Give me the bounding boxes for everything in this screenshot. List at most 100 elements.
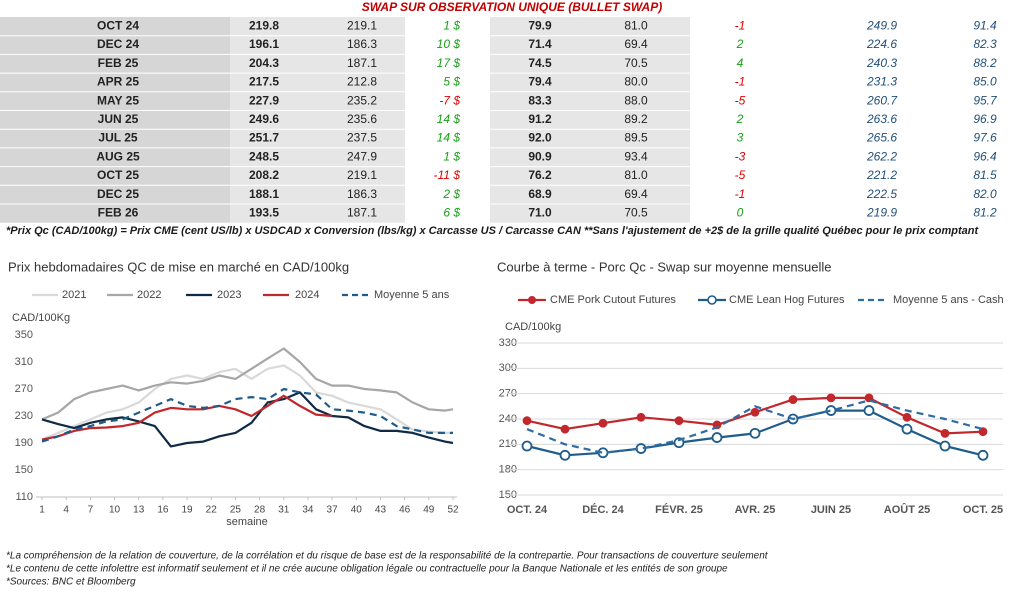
table-cell: 91.2 — [528, 112, 552, 126]
x-tick-label: 34 — [302, 505, 314, 516]
table-cell: MAY 25 — [97, 93, 139, 107]
table-bg — [230, 17, 405, 223]
table-cell: 69.4 — [624, 187, 648, 201]
table-cell: 221.2 — [866, 168, 897, 182]
table-cell: 248.5 — [249, 149, 279, 163]
table-cell: 5 $ — [443, 75, 460, 89]
x-tick-label: 43 — [375, 505, 387, 516]
table-cell: 227.9 — [249, 93, 279, 107]
table-cell: 4 — [737, 56, 744, 70]
table-cell: OCT 24 — [97, 19, 139, 33]
point — [749, 427, 761, 439]
table-cell: 93.4 — [624, 149, 648, 163]
table-cell: 193.5 — [249, 206, 279, 220]
table-cell: 204.3 — [249, 56, 279, 70]
x-tick-label: 40 — [351, 505, 363, 516]
table-cell: 96.9 — [973, 112, 997, 126]
y-tick-label: 150 — [15, 464, 33, 476]
point — [901, 423, 913, 435]
table-cell: JUL 25 — [98, 131, 137, 145]
table-cell: 249.6 — [249, 112, 279, 126]
table-cell: -5 — [735, 93, 746, 107]
table-cell: 1 $ — [443, 19, 460, 33]
table-cell: 17 $ — [437, 56, 461, 70]
table-cell: 260.7 — [866, 93, 898, 107]
table-cell: 81.0 — [624, 168, 648, 182]
point — [940, 428, 950, 438]
table-title: SWAP SUR OBSERVATION UNIQUE (BULLET SWAP… — [362, 0, 662, 14]
x-tick-label: 52 — [447, 505, 459, 516]
table-cell: 187.1 — [347, 206, 377, 220]
table-cell: 68.9 — [528, 187, 552, 201]
table-cell: 224.6 — [866, 37, 897, 51]
y-tick-label: 110 — [15, 491, 33, 503]
table-cell: 85.0 — [973, 75, 997, 89]
table-cell: 217.5 — [249, 75, 279, 89]
point — [598, 418, 608, 428]
series-line — [41, 391, 454, 448]
point — [864, 393, 874, 403]
table-cell: 219.1 — [347, 168, 377, 182]
point — [674, 416, 684, 426]
table-cell: 251.7 — [249, 131, 279, 145]
chart-title: Courbe à terme - Porc Qc - Swap sur moye… — [497, 259, 832, 274]
table-cell: 89.2 — [624, 112, 648, 126]
note: *Sources: BNC et Bloomberg — [6, 577, 136, 588]
table-cell: 79.4 — [528, 75, 552, 89]
table-cell: 1 $ — [443, 149, 460, 163]
point — [863, 405, 875, 416]
point — [788, 395, 798, 404]
table-cell: 76.2 — [528, 168, 552, 182]
note: *Le contenu de cette infolettre est info… — [6, 564, 728, 575]
table-cell: 69.4 — [624, 37, 648, 51]
table-cell: 212.8 — [347, 75, 377, 89]
x-tick-label: 37 — [327, 505, 339, 516]
table-cell: FEB 25 — [98, 56, 139, 70]
point — [939, 440, 951, 452]
series-line — [526, 399, 984, 454]
table-cell: 81.5 — [973, 168, 997, 182]
table-cell: 83.3 — [528, 93, 552, 107]
table-cell: JUN 25 — [98, 112, 139, 126]
y-tick-label: 310 — [15, 356, 33, 368]
table-cell: 91.4 — [973, 19, 997, 33]
table-cell: 235.2 — [347, 93, 377, 107]
table-cell: 70.5 — [624, 56, 648, 70]
legend-label: 2022 — [137, 289, 161, 301]
x-tick-label: FÉVR. 25 — [655, 503, 703, 516]
footnote: *Prix Qc (CAD/100kg) = Prix CME (cent US… — [6, 225, 979, 237]
legend-label: CME Lean Hog Futures — [729, 294, 845, 306]
table-cell: 82.0 — [973, 187, 997, 201]
x-tick-label: 10 — [109, 505, 121, 516]
x-tick-label: 7 — [88, 505, 94, 516]
table-cell: APR 25 — [97, 75, 139, 89]
table-cell: 88.2 — [973, 56, 997, 70]
point — [522, 416, 532, 426]
y-tick-label: 190 — [15, 437, 33, 449]
x-tick-label: 13 — [133, 505, 145, 516]
table-cell: 14 $ — [437, 131, 461, 145]
legend-label: 2021 — [62, 289, 86, 301]
point — [636, 412, 646, 422]
table-cell: 95.7 — [973, 93, 998, 107]
series-line — [41, 347, 454, 421]
table-cell: 71.0 — [528, 206, 552, 220]
table-cell: 263.6 — [866, 112, 897, 126]
table-cell: 14 $ — [437, 112, 461, 126]
table-cell: 2 — [736, 37, 744, 51]
table-cell: 79.9 — [528, 19, 552, 33]
table-cell: 2 — [736, 112, 744, 126]
legend-label: 2023 — [217, 289, 241, 301]
x-tick-label: 25 — [230, 505, 242, 516]
table-cell: 96.4 — [973, 149, 997, 163]
table-cell: 219.8 — [249, 19, 279, 33]
table-cell: 265.6 — [866, 131, 897, 145]
y-tick-label: 350 — [15, 329, 33, 341]
table-cell: 70.5 — [624, 206, 648, 220]
table-cell: 6 $ — [443, 206, 460, 220]
table-cell: 74.5 — [528, 56, 552, 70]
table-cell: -1 — [735, 19, 746, 33]
table-cell: 262.2 — [866, 149, 897, 163]
